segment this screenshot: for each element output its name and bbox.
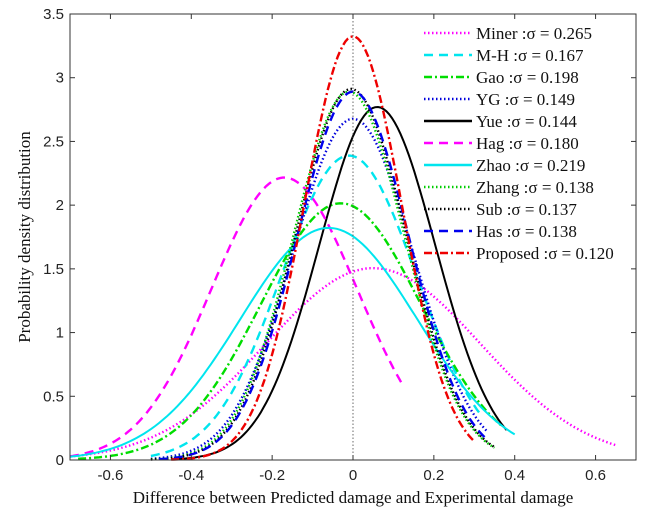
series-line-yue: [171, 105, 508, 461]
legend: Miner :σ = 0.265 M-H :σ = 0.167 Gao :σ = 0…: [424, 24, 614, 263]
legend-label: Gao :σ = 0.198: [476, 68, 579, 87]
x-tick-label: 0.4: [504, 467, 525, 484]
legend-label: Miner :σ = 0.265: [476, 24, 592, 43]
legend-label: Sub :σ = 0.137: [476, 200, 577, 219]
x-tick-label: -0.2: [259, 467, 285, 484]
x-tick-label: 0.6: [585, 467, 606, 484]
y-tick-label: 0.5: [43, 388, 64, 405]
y-tick-label: 2.5: [43, 133, 64, 150]
legend-item-hag: Hag :σ = 0.180: [424, 134, 579, 153]
legend-item-gao: Gao :σ = 0.198: [424, 68, 579, 87]
legend-item-miner: Miner :σ = 0.265: [424, 24, 592, 43]
series-line-m-h: [150, 154, 484, 458]
series-line-has: [158, 90, 488, 461]
series-line-zhang: [150, 90, 496, 461]
y-axis-label: Probability density distribution: [15, 131, 34, 343]
x-tick-label: 0.2: [423, 467, 444, 484]
legend-item-has: Has :σ = 0.138: [424, 222, 577, 241]
x-tick-label: -0.4: [178, 467, 204, 484]
y-tick-label: 1: [56, 325, 64, 342]
legend-item-zhao: Zhao :σ = 0.219: [424, 156, 585, 175]
legend-label: M-H :σ = 0.167: [476, 46, 584, 65]
series-line-sub: [150, 87, 496, 461]
legend-label: Zhao :σ = 0.219: [476, 156, 585, 175]
y-tick-label: 2: [56, 197, 64, 214]
legend-item-proposed: Proposed :σ = 0.120: [424, 244, 614, 263]
series-line-gao: [78, 202, 504, 460]
legend-item-sub: Sub :σ = 0.137: [424, 200, 577, 219]
legend-item-yue: Yue :σ = 0.144: [424, 112, 577, 131]
y-tick-label: 3.5: [43, 6, 64, 23]
legend-label: Hag :σ = 0.180: [476, 134, 579, 153]
legend-item-zhang: Zhang :σ = 0.138: [424, 178, 594, 197]
x-tick-label: -0.6: [97, 467, 123, 484]
series-line-proposed: [171, 35, 476, 461]
legend-label: Proposed :σ = 0.120: [476, 244, 614, 263]
legend-label: YG :σ = 0.149: [476, 90, 575, 109]
y-tick-label: 0: [56, 452, 64, 469]
legend-label: Has :σ = 0.138: [476, 222, 577, 241]
legend-label: Yue :σ = 0.144: [476, 112, 577, 131]
series-line-yg: [150, 117, 488, 460]
legend-item-yg: YG :σ = 0.149: [424, 90, 575, 109]
y-tick-label: 3: [56, 70, 64, 87]
series-line-hag: [69, 176, 403, 458]
x-tick-label: 0: [349, 467, 357, 484]
series-line-miner: [69, 267, 617, 458]
legend-label: Zhang :σ = 0.138: [476, 178, 594, 197]
x-axis-label: Difference between Predicted damage and …: [133, 488, 574, 507]
legend-item-m-h: M-H :σ = 0.167: [424, 46, 584, 65]
y-tick-label: 1.5: [43, 261, 64, 278]
